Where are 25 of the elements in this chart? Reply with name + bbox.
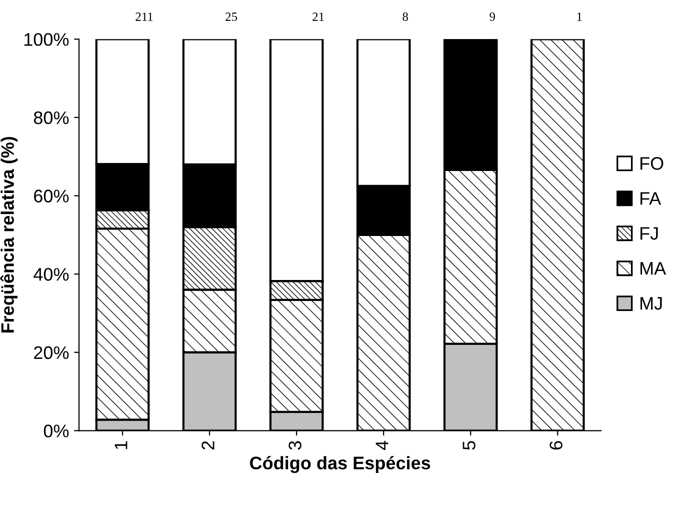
text: 25 — [226, 12, 238, 21]
y-tick-label: 80% — [34, 111, 69, 124]
y-tick-label: 0% — [44, 424, 69, 438]
text: 8 — [402, 12, 408, 21]
x-axis-title: Código das Espécies — [250, 456, 430, 474]
legend-label: MJ — [640, 297, 662, 310]
y-tick-label: 40% — [34, 268, 69, 281]
y-tick-label: 60% — [34, 190, 69, 202]
x-tick-label: 1 — [114, 441, 128, 450]
text: 211 — [136, 12, 153, 21]
y-tick-label: 20% — [34, 346, 69, 360]
text: 9 — [490, 12, 495, 21]
x-tick-label: 6 — [550, 441, 562, 450]
legend-label: FO — [640, 157, 664, 170]
y-tick-label: 100% — [24, 33, 69, 46]
legend-label: MA — [640, 262, 666, 275]
x-tick-label: 2 — [202, 441, 214, 450]
text: 1 — [577, 12, 582, 21]
legend-label: FA — [640, 192, 662, 205]
legend-label: FJ — [640, 227, 658, 240]
x-tick-label: 5 — [462, 441, 476, 450]
text: 21 — [312, 12, 324, 21]
y-axis-title: Freqüência relativa (%) — [0, 136, 18, 333]
x-tick-label: 4 — [376, 440, 388, 450]
x-tick-label: 3 — [288, 441, 302, 450]
